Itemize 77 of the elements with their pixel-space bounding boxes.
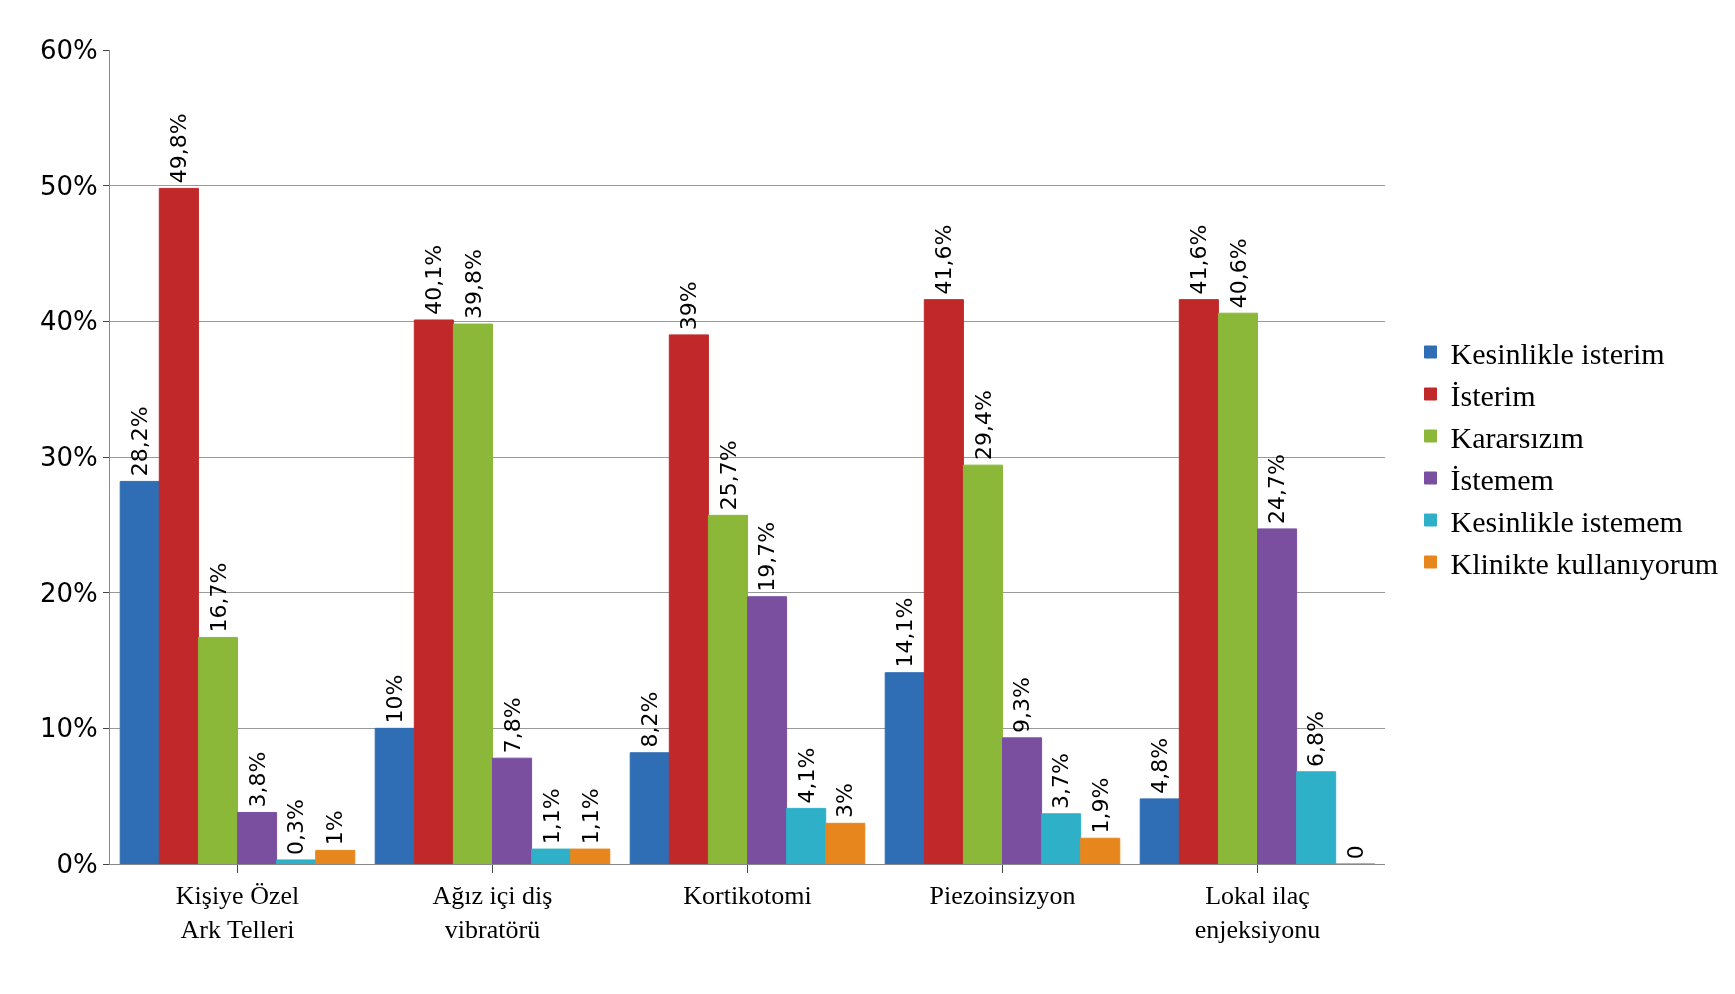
data-label: 24,7%	[1264, 454, 1290, 524]
data-label: 29,4%	[970, 390, 996, 461]
data-label: 40,6%	[1225, 238, 1251, 309]
y-tick-label: 30%	[40, 442, 98, 473]
bar	[825, 822, 866, 864]
data-label: 1%	[322, 810, 348, 846]
data-label: 3,8%	[244, 751, 270, 808]
bar	[629, 752, 670, 864]
bar	[786, 807, 827, 864]
data-label: 1,1%	[539, 788, 565, 845]
bar	[315, 849, 356, 864]
bar	[374, 727, 415, 864]
data-label: 7,8%	[499, 697, 525, 754]
bar	[884, 672, 925, 864]
bar	[237, 811, 278, 864]
bar	[1217, 312, 1258, 864]
bar	[923, 299, 964, 864]
data-label: 0,3%	[283, 799, 309, 856]
bar	[1041, 813, 1082, 864]
bar	[452, 323, 493, 864]
bar	[119, 480, 160, 864]
legend-label: Kararsızım	[1450, 420, 1584, 454]
legend-label: İstemem	[1450, 462, 1554, 496]
data-label: 0	[1343, 845, 1369, 860]
data-label: 49,8%	[166, 113, 192, 184]
bar	[747, 596, 788, 864]
legend-label: Kesinlikle istemem	[1450, 504, 1683, 538]
data-label: 1,9%	[1088, 777, 1114, 834]
data-label: 39%	[676, 281, 702, 331]
bar	[1257, 528, 1298, 864]
data-label: 41,6%	[1186, 224, 1212, 295]
data-label: 4,8%	[1146, 737, 1172, 794]
data-label: 14,1%	[892, 597, 918, 668]
data-label: 9,3%	[1009, 676, 1035, 733]
bar	[413, 319, 454, 864]
bar	[1002, 737, 1043, 864]
bar	[1296, 771, 1337, 864]
data-label: 16,7%	[205, 562, 231, 633]
x-tick-label: Ağız içi diş vibratörü	[432, 881, 553, 944]
bar	[158, 187, 199, 864]
data-label: 6,8%	[1303, 710, 1329, 767]
x-tick-label: Kişiye Özel Ark Telleri	[175, 881, 300, 944]
bar	[1139, 798, 1180, 864]
legend-label: Kesinlikle isterim	[1450, 336, 1665, 370]
y-tick-label: 10%	[40, 713, 98, 744]
data-label: 28,2%	[127, 406, 153, 477]
data-label: 1,1%	[578, 788, 604, 845]
data-label: 25,7%	[715, 440, 741, 511]
bar	[570, 848, 611, 864]
y-tick-label: 50%	[40, 170, 98, 201]
data-label: 3,7%	[1048, 753, 1074, 809]
data-label: 4,1%	[793, 747, 819, 804]
bar	[668, 334, 709, 864]
legend-label: Klinikte kullanıyorum	[1450, 546, 1718, 580]
bar	[531, 848, 572, 864]
y-tick-label: 20%	[40, 577, 98, 608]
data-label: 40,1%	[420, 244, 446, 315]
bar	[962, 464, 1003, 864]
y-tick-label: 60%	[40, 35, 98, 66]
bar	[1178, 299, 1219, 864]
bar	[276, 859, 317, 864]
bar	[197, 636, 238, 864]
x-tick-label: Piezoinsizyon	[929, 881, 1076, 911]
x-tick-label: Kortikotomi	[683, 881, 812, 911]
bar	[1080, 837, 1121, 864]
y-tick-label: 0%	[56, 849, 98, 880]
bar	[707, 514, 748, 864]
y-tick-label: 40%	[40, 306, 98, 337]
data-label: 10%	[381, 674, 407, 724]
data-label: 3%	[832, 783, 858, 819]
data-label: 41,6%	[931, 224, 957, 295]
data-label: 19,7%	[754, 521, 780, 592]
data-label: 39,8%	[460, 249, 486, 319]
data-label: 8,2%	[637, 691, 662, 748]
legend-label: İsterim	[1450, 378, 1536, 412]
bar	[492, 757, 533, 864]
x-tick-label: Lokal ilaç enjeksiyonu	[1194, 881, 1321, 944]
